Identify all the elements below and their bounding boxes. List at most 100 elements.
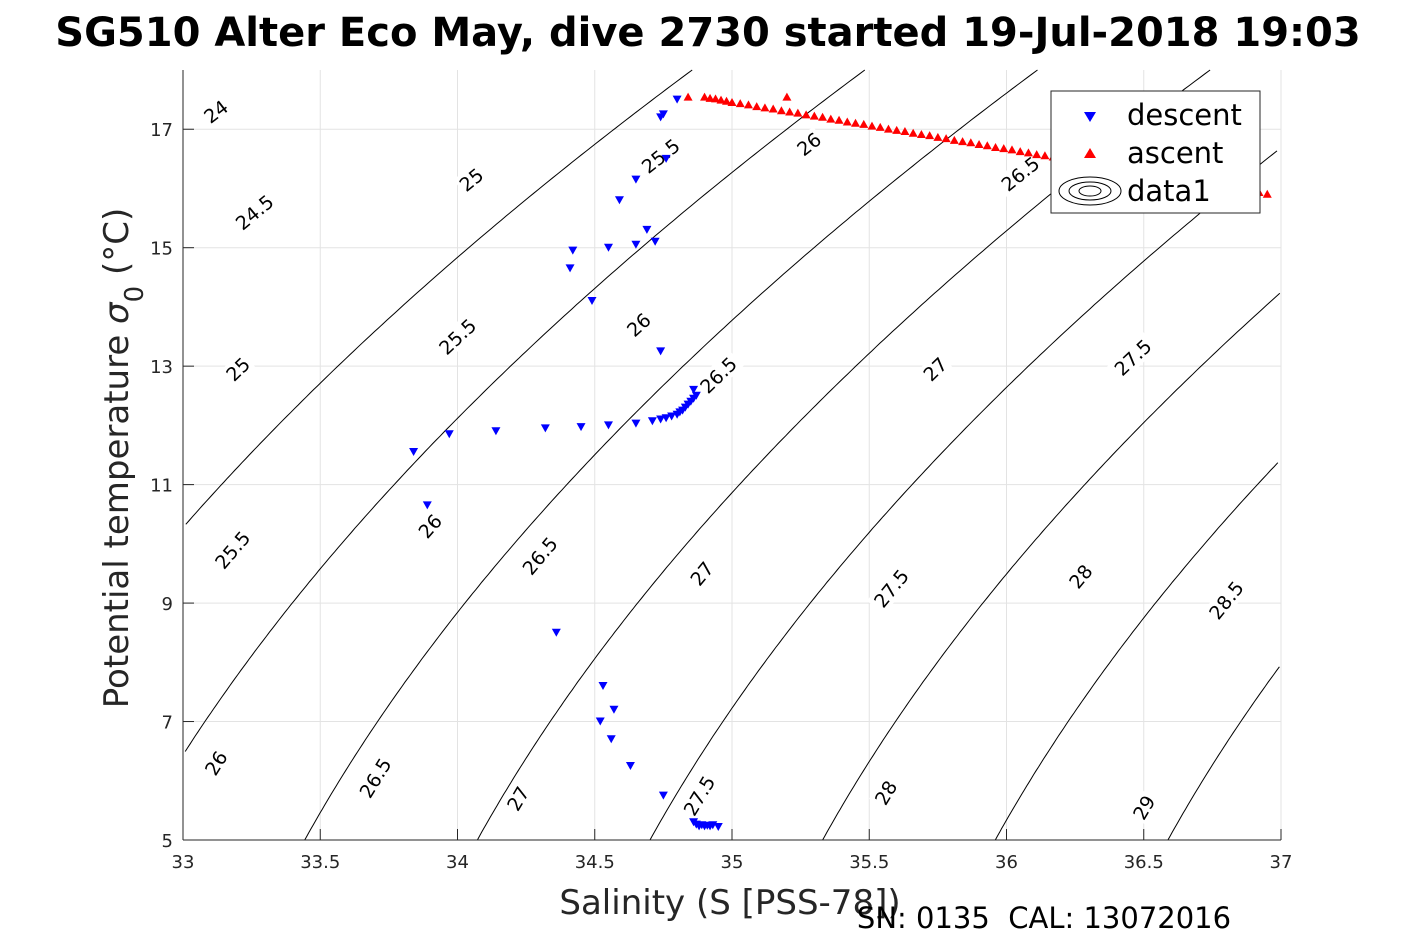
ascent-point (875, 122, 885, 131)
isopycnal-line (185, 69, 693, 525)
isopycnal-line (304, 69, 1038, 841)
x-tick-label: 33.5 (300, 852, 340, 873)
ascent-point (711, 94, 721, 103)
ascent-point (727, 97, 737, 106)
x-tick-label: 34.5 (575, 852, 615, 873)
contour-label-bg (220, 351, 256, 387)
descent-point (598, 682, 608, 690)
descent-point (565, 264, 575, 273)
ascent-point (999, 144, 1009, 153)
descent-point (603, 421, 613, 430)
descent-point (568, 246, 578, 255)
ascent-point (826, 114, 836, 123)
contour-label-bg (412, 508, 448, 544)
y-tick-label: 17 (150, 120, 173, 141)
ascent-point (883, 124, 893, 133)
contour-label-bg (228, 187, 281, 237)
descent-point (422, 501, 432, 510)
legend-box (1050, 90, 1261, 214)
descent-point (650, 237, 660, 246)
y-axis-label: Potential temperature σ0 (°C) (97, 208, 150, 708)
descent-point (595, 717, 605, 726)
ascent-point (735, 99, 745, 108)
x-tick-label: 33 (172, 852, 195, 873)
x-axis-ticks: 33 33.5 34 34.5 35 35.5 36 36.5 37 (172, 829, 1293, 873)
legend-ascent-marker (1084, 148, 1096, 158)
legend-descent-label: descent (1127, 98, 1242, 132)
descent-point (658, 791, 668, 800)
descent-point (609, 705, 619, 714)
ascent-point (908, 128, 918, 137)
ascent-point (859, 119, 869, 128)
x-tick-label: 35 (721, 852, 744, 873)
contour-label-bg (431, 311, 484, 362)
ascent-point (925, 131, 935, 140)
ascent-point (1007, 145, 1017, 154)
contour-label-bg (917, 351, 953, 387)
contour-label-bg (634, 131, 688, 181)
contour-label-bg (501, 780, 535, 817)
descent-point (606, 735, 616, 744)
contour-label-bg (684, 555, 720, 592)
ascent-point (818, 112, 828, 121)
descent-point (603, 243, 613, 252)
contour-label-bg (1201, 573, 1251, 627)
contour-label: 27.5 (1107, 332, 1159, 383)
ascent-point (842, 117, 852, 126)
ascent-point (716, 95, 726, 104)
ascent-point (683, 92, 693, 101)
descent-point (631, 419, 641, 428)
ascent-point (974, 140, 984, 149)
y-axis-label-text: Potential temperature (97, 335, 137, 708)
contour-label-bg (453, 162, 490, 197)
descent-point (551, 628, 561, 637)
x-tick-label: 36.5 (1124, 852, 1164, 873)
descent-point (614, 196, 624, 205)
ascent-point (941, 134, 951, 143)
descent-point (631, 175, 641, 184)
x-tick-label: 37 (1270, 852, 1293, 873)
ascent-point (982, 141, 992, 150)
x-axis-label: Salinity (S [PSS-78]) (559, 883, 900, 923)
contour-label-bg (869, 774, 903, 811)
y-axis-label-sigma: σ (97, 301, 137, 324)
ascent-point (916, 129, 926, 138)
ascent-point (966, 138, 976, 147)
ascent-point (1015, 147, 1025, 156)
descent-point (631, 240, 641, 249)
descent-point (713, 822, 723, 831)
descent-point (642, 225, 652, 234)
contour-label-bg (515, 529, 565, 582)
ascent-point (700, 92, 710, 101)
descent-point (576, 423, 586, 432)
contour-label-bg (620, 307, 657, 343)
ascent-point (892, 125, 902, 134)
y-tick-label: 5 (162, 831, 173, 852)
ascent-point (834, 115, 844, 124)
footer-serial-calibration: SN: 0135 CAL: 13072016 (857, 901, 1231, 935)
ascent-point (900, 127, 910, 136)
descent-point (409, 448, 419, 457)
descent-point (444, 430, 454, 439)
ascent-point (752, 102, 762, 111)
x-tick-label: 36 (995, 852, 1018, 873)
ascent-point (768, 104, 778, 113)
ascent-point (991, 143, 1001, 151)
isopycnal-line (184, 69, 866, 752)
y-tick-label: 7 (162, 713, 173, 734)
descent-series (409, 95, 723, 831)
ascent-point (933, 132, 943, 141)
ascent-point (1032, 150, 1042, 159)
contour-label-bg (207, 523, 258, 576)
x-tick-label: 34 (446, 852, 469, 873)
legend-data1-label: data1 (1127, 174, 1211, 208)
y-tick-label: 11 (150, 476, 173, 497)
contour-label-bg (199, 745, 233, 781)
ascent-point (782, 92, 792, 101)
ascent-point (801, 110, 811, 119)
isopycnal-line (649, 150, 1278, 841)
ascent-point (705, 93, 715, 102)
ascent-point (760, 103, 770, 112)
y-tick-label: 15 (150, 239, 173, 260)
